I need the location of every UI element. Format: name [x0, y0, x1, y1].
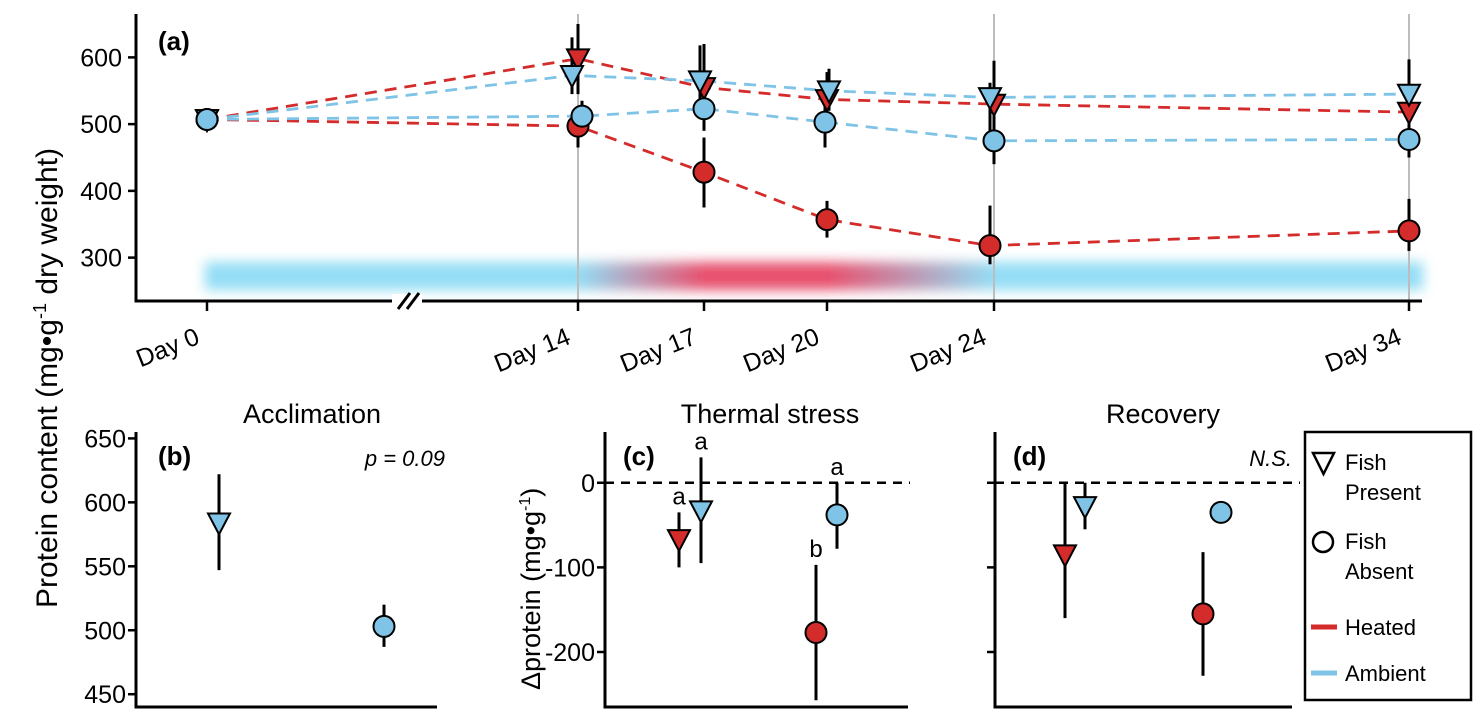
legend-triangle-icon — [1310, 451, 1337, 477]
y-tick-label: 300 — [80, 245, 122, 273]
legend-heated-label: Heated — [1345, 615, 1416, 640]
panel-d-axes — [993, 432, 1292, 709]
panel-c-axes — [603, 432, 908, 709]
data-point-heated-fish-absent — [1191, 602, 1215, 626]
series-line-ambient-fish-absent — [206, 107, 1410, 143]
data-point-ambient-fish-present — [977, 87, 1003, 112]
data-point-heated-fish-absent — [1397, 219, 1421, 243]
data-point-ambient-fish-absent — [1397, 127, 1421, 151]
legend-box — [1303, 430, 1473, 702]
y-tick-label: 450 — [84, 681, 126, 709]
legend-ambient-label: Ambient — [1345, 661, 1426, 686]
y-axis-label: Protein content (mg•g-1 dry weight) — [30, 148, 64, 608]
data-point-heated-fish-present — [666, 529, 692, 554]
legend-fish-present-line2: Present — [1345, 480, 1421, 505]
x-tick-label: Day 34 — [1321, 323, 1405, 379]
series-line-heated-fish-present — [206, 57, 1410, 121]
data-point-ambient-fish-absent — [813, 110, 837, 134]
panel-a: 300 400 500 600 Day 0 Day 14 Day 17 Day 20 Day … — [80, 14, 1423, 378]
data-point-heated-fish-absent — [804, 621, 828, 645]
data-point-ambient-fish-present — [1072, 496, 1098, 521]
panel-c-y-axis-label: Δprotein (mg•g-1) — [516, 488, 546, 690]
panel-c-letter: (c) — [623, 441, 655, 471]
temperature-band — [205, 262, 1423, 290]
data-point-ambient-fish-present — [206, 512, 232, 537]
data-point-heated-fish-absent — [978, 234, 1002, 258]
panel-b: 450 500 550 600 650 (b) Acclimation p = 0.09 — [84, 399, 445, 709]
y-tick-label: 600 — [80, 44, 122, 72]
data-point-heated-fish-absent — [692, 160, 716, 184]
x-tick-label: Day 20 — [739, 323, 823, 379]
data-point-ambient-fish-absent — [825, 503, 849, 527]
y-tick-label: 650 — [84, 425, 126, 453]
significance-letter: a — [694, 428, 708, 455]
data-point-ambient-fish-absent — [1209, 500, 1233, 524]
significance-letter: a — [830, 454, 844, 481]
y-tick-label: 500 — [84, 617, 126, 645]
panel-d: (d) Recovery N.S. — [987, 399, 1300, 709]
panel-b-title: Acclimation — [243, 399, 381, 429]
legend-fish-present-line1: Fish — [1345, 450, 1387, 475]
y-tick-label: -100 — [545, 554, 595, 582]
data-point-ambient-fish-absent — [570, 104, 594, 128]
x-tick-label: Day 0 — [132, 323, 203, 373]
panel-a-letter: (a) — [158, 26, 190, 56]
y-tick-label: 550 — [84, 553, 126, 581]
data-point-ambient-fish-absent — [372, 614, 396, 638]
y-tick-label: 600 — [84, 489, 126, 517]
x-tick-label: Day 14 — [490, 323, 574, 379]
legend: Fish Present Fish Absent Heated Ambient — [1303, 430, 1473, 702]
significance-letter: a — [672, 483, 686, 510]
panel-d-letter: (d) — [1013, 441, 1046, 471]
legend-circle-icon — [1311, 530, 1335, 554]
data-point-ambient-fish-present — [687, 70, 713, 95]
data-point-ambient-fish-absent — [982, 129, 1006, 153]
series-line-heated-fish-absent — [206, 118, 1410, 248]
y-tick-label: 0 — [581, 470, 595, 498]
y-tick-label: 400 — [80, 178, 122, 206]
panel-d-annotation: N.S. — [1249, 446, 1292, 471]
data-point-ambient-fish-present — [688, 500, 714, 525]
axis-break-mark — [392, 292, 422, 310]
significance-letter: b — [809, 536, 822, 563]
panel-d-title: Recovery — [1106, 399, 1221, 429]
data-point-heated-fish-present — [565, 48, 591, 73]
data-point-ambient-fish-absent — [195, 107, 219, 131]
data-point-heated-fish-absent — [815, 208, 839, 232]
panel-b-axes — [134, 432, 437, 709]
series-line-ambient-fish-present — [206, 74, 1410, 121]
panel-c-title: Thermal stress — [681, 399, 860, 429]
data-point-ambient-fish-present — [1396, 83, 1422, 108]
panel-b-letter: (b) — [158, 441, 191, 471]
data-point-ambient-fish-present — [816, 80, 842, 105]
y-tick-label: 500 — [80, 111, 122, 139]
data-point-heated-fish-present — [1052, 544, 1078, 569]
y-tick-label: -200 — [545, 639, 595, 667]
legend-fish-absent-line2: Absent — [1345, 559, 1414, 584]
panel-c: Δprotein (mg•g-1) -200 -100 0 a a b a (c) The… — [516, 399, 910, 709]
data-point-ambient-fish-present — [559, 65, 585, 90]
panel-b-annotation: p = 0.09 — [364, 446, 445, 471]
x-tick-label: Day 24 — [906, 323, 990, 379]
x-tick-label: Day 17 — [616, 323, 700, 379]
data-point-ambient-fish-absent — [692, 97, 716, 121]
legend-fish-absent-line1: Fish — [1345, 529, 1387, 554]
panel-a-axes — [134, 14, 1422, 303]
